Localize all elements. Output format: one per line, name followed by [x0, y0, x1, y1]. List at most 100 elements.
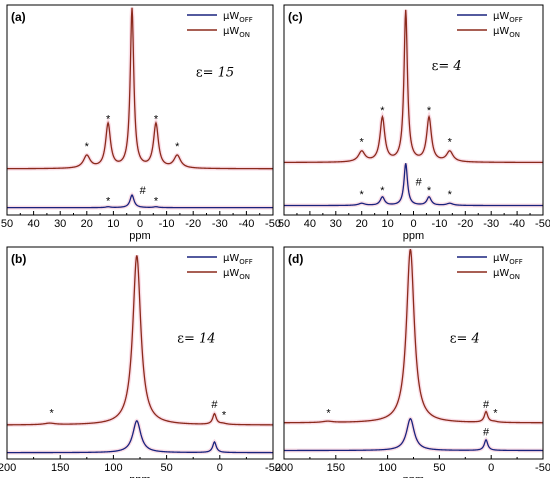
x-tick-label: -10: [431, 218, 447, 230]
series-glow-on: [6, 254, 273, 427]
series-line-on: [6, 255, 273, 426]
panel-label: (b): [11, 252, 26, 266]
x-tick-label: -50: [265, 218, 281, 230]
series-line-off: [7, 420, 273, 454]
enhancement-value: 14: [199, 331, 216, 346]
legend-label-subscript: OFF: [239, 258, 253, 266]
spinning-sideband-marker: *: [175, 141, 180, 153]
x-tick-label: 200: [275, 462, 293, 474]
spinning-sideband-marker: *: [50, 408, 55, 420]
legend-label-subscript: ON: [509, 31, 520, 39]
panel-c: 50 40 30 20 10 0 -10 -20 -30 -40 -50 ppm (c) ε= 4 * * * *…: [278, 4, 550, 242]
enhancement-label: ε= 14: [177, 331, 215, 346]
x-tick-label: 20: [356, 218, 368, 230]
enhancement-symbol: ε=: [450, 331, 472, 346]
x-tick-label: 30: [54, 218, 66, 230]
spinning-sideband-marker: *: [106, 196, 111, 208]
spinning-sideband-marker: *: [427, 185, 432, 197]
legend-label-on: µWON: [493, 26, 520, 39]
x-tick-label: 150: [51, 462, 69, 474]
spinning-sideband-marker: *: [360, 137, 365, 149]
x-tick-label: 100: [104, 462, 122, 474]
spinning-sideband-marker: *: [154, 114, 159, 126]
legend-label-subscript: OFF: [509, 16, 523, 24]
legend-label-off: µWOFF: [493, 253, 523, 266]
panel-a: 50 40 30 20 10 0 -10 -20 -30 -40 -50 ppm (a) ε= 15 * * *…: [1, 4, 281, 242]
x-tick-label: -40: [509, 218, 525, 230]
spinning-sideband-marker: *: [106, 114, 111, 126]
legend-label-main: µW: [493, 11, 509, 22]
legend-label-main: µW: [493, 253, 509, 264]
x-tick-label: -30: [212, 218, 228, 230]
x-tick-label: -20: [185, 218, 201, 230]
x-tick-label: 50: [160, 462, 172, 474]
x-tick-label: 50: [278, 218, 290, 230]
x-tick-label: 50: [433, 462, 445, 474]
spinning-sideband-marker: *: [427, 105, 432, 117]
legend-label-off: µWOFF: [493, 11, 523, 24]
x-axis-title: ppm: [403, 230, 424, 242]
x-axis-title: ppm: [129, 474, 150, 478]
hash-marker: #: [140, 185, 147, 197]
x-tick-label: 50: [1, 218, 13, 230]
series-line-off: [7, 194, 273, 209]
x-tick-label: 20: [81, 218, 93, 230]
x-tick-label: -50: [265, 462, 281, 474]
panel-label: (a): [11, 10, 26, 24]
enhancement-value: 4: [452, 59, 461, 74]
enhancement-symbol: ε=: [177, 331, 199, 346]
legend-label-main: µW: [223, 268, 239, 279]
legend-label-on: µWON: [223, 26, 250, 39]
enhancement-symbol: ε=: [196, 65, 218, 80]
x-tick-label: -30: [483, 218, 499, 230]
x-tick-label: 10: [107, 218, 119, 230]
x-tick-label: 0: [217, 462, 223, 474]
x-axis-title: ppm: [129, 230, 150, 242]
series-line-off: [284, 417, 543, 452]
hash-marker: #: [416, 177, 423, 189]
enhancement-symbol: ε=: [432, 59, 454, 74]
x-tick-label: 150: [327, 462, 345, 474]
spinning-sideband-marker: *: [380, 185, 385, 197]
x-tick-label: 40: [27, 218, 39, 230]
enhancement-label: ε= 4: [450, 331, 480, 346]
spinning-sideband-marker: *: [448, 189, 453, 201]
series-line-on: [7, 7, 273, 170]
legend-label-on: µWON: [493, 268, 520, 281]
hash-marker: #: [483, 427, 490, 439]
spinning-sideband-marker: *: [380, 105, 385, 117]
x-tick-label: -40: [238, 218, 254, 230]
x-tick-label: 100: [378, 462, 396, 474]
enhancement-value: 4: [471, 331, 480, 346]
enhancement-value: 15: [218, 65, 235, 80]
series-line-on: [284, 9, 543, 164]
hash-marker: #: [483, 399, 490, 411]
x-tick-label: 40: [304, 218, 316, 230]
legend-label-subscript: OFF: [509, 258, 523, 266]
panel-label: (d): [288, 252, 303, 266]
enhancement-label: ε= 4: [432, 59, 462, 74]
series-line-off: [284, 163, 543, 207]
x-tick-label: -20: [457, 218, 473, 230]
legend-label-main: µW: [223, 11, 239, 22]
x-tick-label: -50: [535, 462, 550, 474]
legend-label-main: µW: [223, 253, 239, 264]
spinning-sideband-marker: *: [85, 141, 90, 153]
x-tick-label: -50: [535, 218, 550, 230]
spinning-sideband-marker: *: [493, 408, 498, 420]
enhancement-label: ε= 15: [196, 65, 234, 80]
legend-label-main: µW: [493, 26, 509, 37]
legend-label-subscript: ON: [239, 273, 250, 281]
panel-label: (c): [288, 10, 303, 24]
legend-label-off: µWOFF: [223, 11, 253, 24]
x-tick-label: 10: [381, 218, 393, 230]
legend-label-subscript: OFF: [239, 16, 253, 24]
x-tick-label: 0: [410, 218, 416, 230]
legend-label-off: µWOFF: [223, 253, 253, 266]
series-glow-off: [284, 162, 543, 208]
series-line-on: [283, 248, 543, 424]
hash-marker: #: [211, 399, 218, 411]
x-tick-label: -10: [159, 218, 175, 230]
